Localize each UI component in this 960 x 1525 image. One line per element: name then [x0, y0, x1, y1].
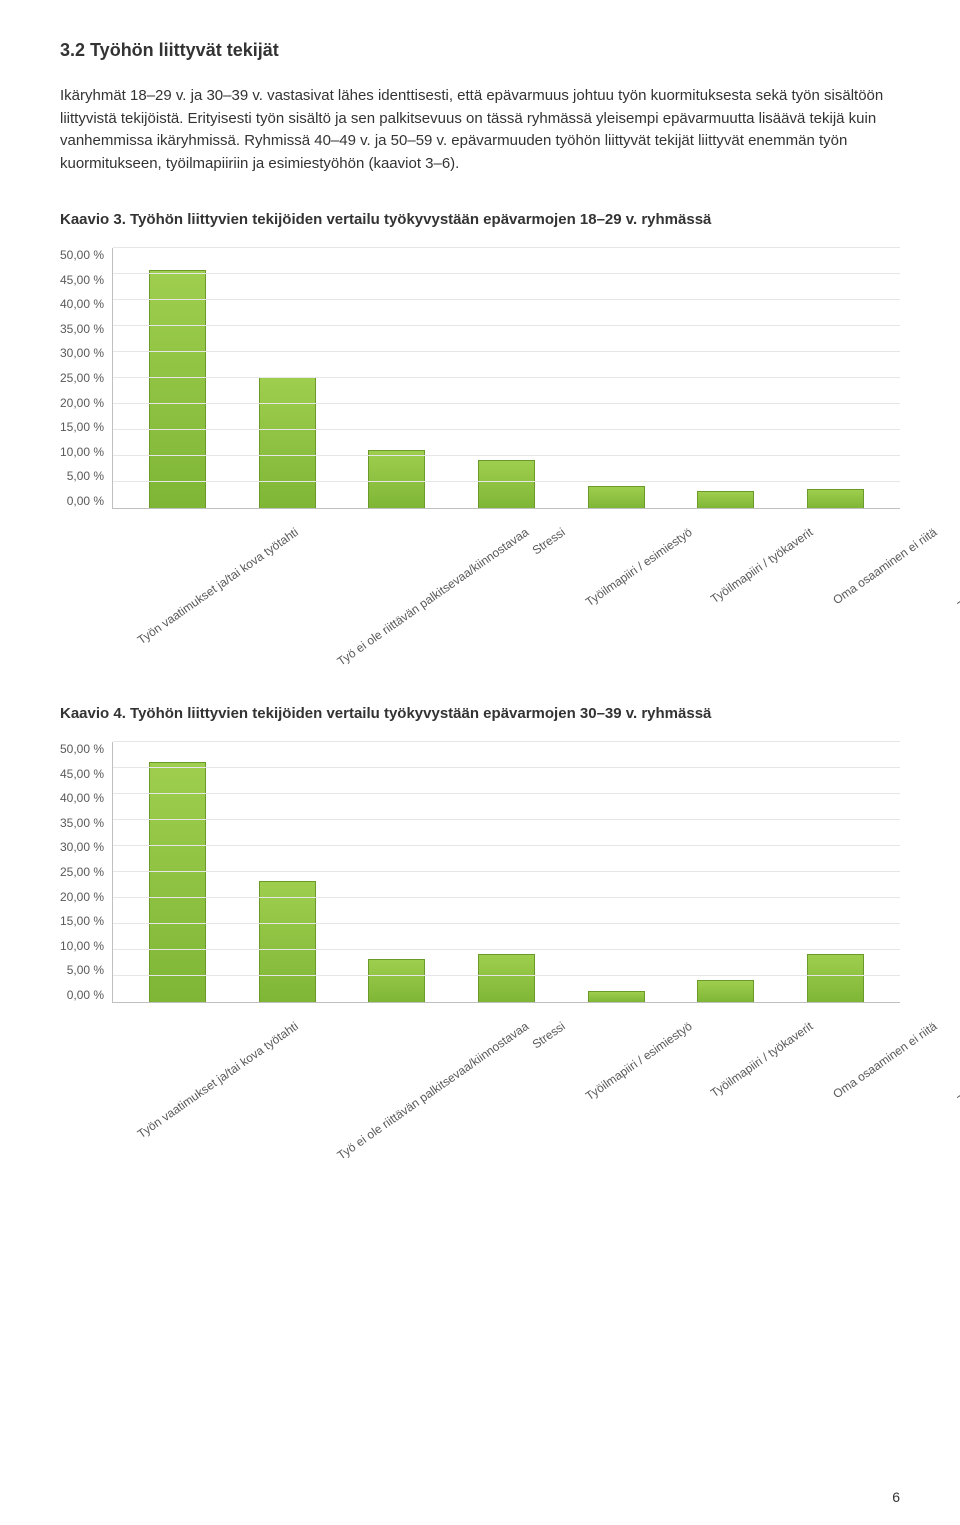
grid-line	[113, 975, 900, 976]
bar-column	[342, 248, 452, 508]
page-number: 6	[892, 1489, 900, 1505]
y-tick-label: 45,00 %	[60, 273, 104, 287]
y-tick-label: 35,00 %	[60, 322, 104, 336]
y-tick-label: 15,00 %	[60, 420, 104, 434]
chart4-plot	[112, 742, 900, 1003]
bar-column	[452, 248, 562, 508]
x-tick-label: Työpaikan fyysiset tekijät	[955, 525, 960, 613]
y-tick-label: 0,00 %	[67, 988, 104, 1002]
y-tick-label: 25,00 %	[60, 371, 104, 385]
y-tick-label: 45,00 %	[60, 767, 104, 781]
chart3-title: Kaavio 3. Työhön liittyvien tekijöiden v…	[60, 211, 900, 228]
x-tick-label: Työilmapiiri / työkaverit	[708, 525, 815, 606]
bar-column	[123, 248, 233, 508]
y-tick-label: 40,00 %	[60, 791, 104, 805]
grid-line	[113, 741, 900, 742]
chart3-plot	[112, 248, 900, 509]
y-tick-label: 5,00 %	[67, 469, 104, 483]
section-heading: 3.2 Työhön liittyvät tekijät	[60, 40, 900, 61]
bar	[259, 881, 316, 1002]
body-paragraph: Ikäryhmät 18–29 v. ja 30–39 v. vastasiva…	[60, 85, 900, 175]
bar	[697, 980, 754, 1002]
bar	[478, 954, 535, 1002]
x-tick-label: Työ ei ole riittävän palkitsevaa/kiinnos…	[334, 525, 531, 668]
bar-column	[780, 742, 890, 1002]
grid-line	[113, 923, 900, 924]
grid-line	[113, 403, 900, 404]
chart3-x-labels: Työn vaatimukset ja/tai kova työtahtiTyö…	[60, 515, 900, 529]
y-tick-label: 35,00 %	[60, 816, 104, 830]
x-tick-label: Työilmapiiri / esimiestyö	[583, 525, 695, 609]
x-tick-label: Työn vaatimukset ja/tai kova työtahti	[135, 1019, 301, 1141]
grid-line	[113, 455, 900, 456]
grid-line	[113, 351, 900, 352]
x-tick-label: Oma osaaminen ei riitä	[830, 525, 939, 607]
y-tick-label: 10,00 %	[60, 939, 104, 953]
grid-line	[113, 247, 900, 248]
y-tick-label: 0,00 %	[67, 494, 104, 508]
y-tick-label: 15,00 %	[60, 914, 104, 928]
grid-line	[113, 793, 900, 794]
y-tick-label: 30,00 %	[60, 840, 104, 854]
grid-line	[113, 325, 900, 326]
y-tick-label: 10,00 %	[60, 445, 104, 459]
y-tick-label: 20,00 %	[60, 396, 104, 410]
grid-line	[113, 273, 900, 274]
bar	[478, 460, 535, 508]
y-tick-label: 25,00 %	[60, 865, 104, 879]
x-tick-label: Työn vaatimukset ja/tai kova työtahti	[135, 525, 301, 647]
bar	[368, 450, 425, 508]
x-tick-label: Työilmapiiri / työkaverit	[708, 1019, 815, 1100]
chart4: 50,00 % 45,00 % 40,00 % 35,00 % 30,00 % 25,00…	[60, 742, 900, 1129]
y-tick-label: 5,00 %	[67, 963, 104, 977]
bar-column	[561, 248, 671, 508]
bar	[807, 954, 864, 1002]
bar	[368, 959, 425, 1002]
grid-line	[113, 819, 900, 820]
bar-column	[123, 742, 233, 1002]
y-tick-label: 50,00 %	[60, 248, 104, 262]
y-tick-label: 40,00 %	[60, 297, 104, 311]
grid-line	[113, 845, 900, 846]
y-tick-label: 50,00 %	[60, 742, 104, 756]
x-tick-label: Työilmapiiri / esimiestyö	[583, 1019, 695, 1103]
chart4-x-labels: Työn vaatimukset ja/tai kova työtahtiTyö…	[60, 1009, 900, 1023]
x-tick-label: Työpaikan fyysiset tekijät	[955, 1019, 960, 1107]
x-tick-label: Työ ei ole riittävän palkitsevaa/kiinnos…	[334, 1019, 531, 1162]
grid-line	[113, 481, 900, 482]
bar-column	[671, 248, 781, 508]
grid-line	[113, 377, 900, 378]
y-tick-label: 20,00 %	[60, 890, 104, 904]
grid-line	[113, 429, 900, 430]
bar	[259, 377, 316, 508]
grid-line	[113, 767, 900, 768]
grid-line	[113, 897, 900, 898]
chart4-y-axis: 50,00 % 45,00 % 40,00 % 35,00 % 30,00 % 25,00…	[60, 742, 112, 1002]
grid-line	[113, 299, 900, 300]
chart4-title: Kaavio 4. Työhön liittyvien tekijöiden v…	[60, 705, 900, 722]
bar	[697, 491, 754, 508]
bar-column	[561, 742, 671, 1002]
bar-column	[233, 248, 343, 508]
chart3: 50,00 % 45,00 % 40,00 % 35,00 % 30,00 % 25,00…	[60, 248, 900, 635]
x-tick-label: Stressi	[530, 525, 568, 558]
bar-column	[233, 742, 343, 1002]
bar	[149, 270, 206, 508]
bar-column	[780, 248, 890, 508]
bar-column	[342, 742, 452, 1002]
bar-column	[452, 742, 562, 1002]
chart3-y-axis: 50,00 % 45,00 % 40,00 % 35,00 % 30,00 % 25,00…	[60, 248, 112, 508]
bar	[588, 991, 645, 1002]
x-tick-label: Stressi	[530, 1019, 568, 1052]
grid-line	[113, 871, 900, 872]
bar-column	[671, 742, 781, 1002]
grid-line	[113, 949, 900, 950]
bar	[807, 489, 864, 508]
y-tick-label: 30,00 %	[60, 346, 104, 360]
x-tick-label: Oma osaaminen ei riitä	[830, 1019, 939, 1101]
bar	[149, 762, 206, 1002]
bar	[588, 486, 645, 508]
